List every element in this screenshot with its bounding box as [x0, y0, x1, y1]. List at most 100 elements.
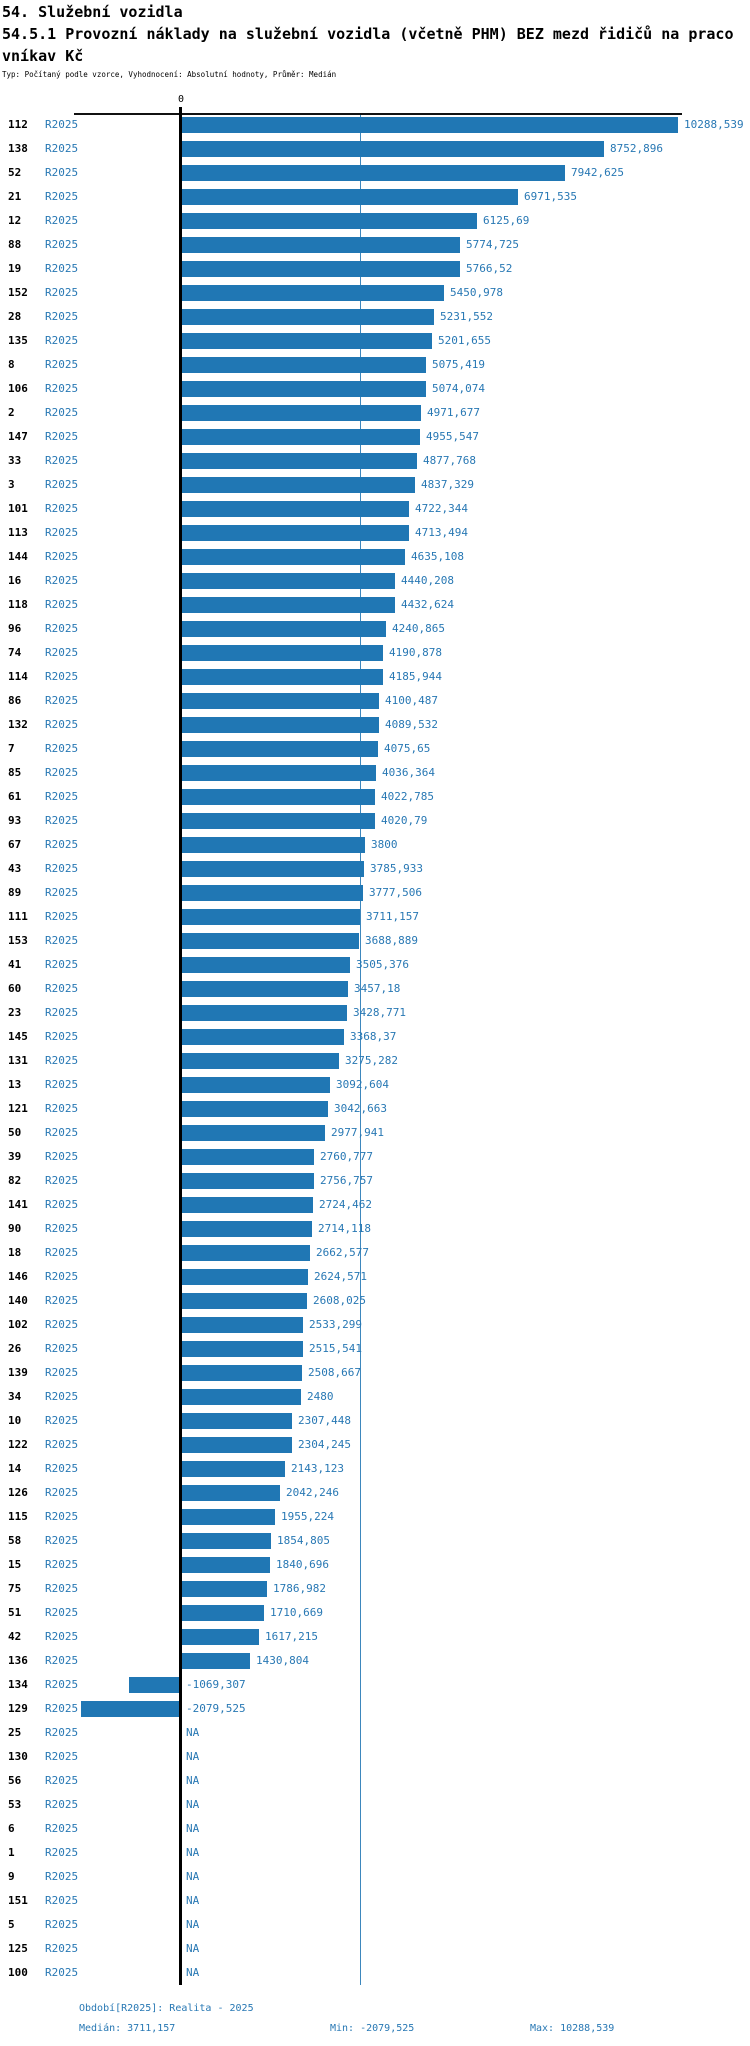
- chart-row: 139 R2025 2508,667: [0, 1361, 750, 1385]
- chart-row: 152 R2025 5450,978: [0, 281, 750, 305]
- chart-row: 16 R2025 4440,208: [0, 569, 750, 593]
- row-period-label: R2025: [45, 1869, 79, 1883]
- row-id-label: 41: [8, 957, 22, 971]
- row-period-label: R2025: [45, 1341, 79, 1355]
- value-bar: [181, 1052, 339, 1069]
- row-value-label: 3800: [371, 837, 398, 851]
- row-id-label: 126: [8, 1485, 28, 1499]
- row-value-label: 8752,896: [610, 141, 663, 155]
- row-period-label: R2025: [45, 237, 79, 251]
- row-period-label: R2025: [45, 285, 79, 299]
- row-period-label: R2025: [45, 141, 79, 155]
- chart-row: 131 R2025 3275,282: [0, 1049, 750, 1073]
- chart-row: 42 R2025 1617,215: [0, 1625, 750, 1649]
- row-id-label: 93: [8, 813, 22, 827]
- chart-row: 67 R2025 3800: [0, 833, 750, 857]
- row-id-label: 112: [8, 117, 28, 131]
- row-id-label: 86: [8, 693, 22, 707]
- chart-row: 18 R2025 2662,577: [0, 1241, 750, 1265]
- row-value-label: 2533,299: [309, 1317, 362, 1331]
- chart-row: 25 R2025 NA: [0, 1721, 750, 1745]
- row-value-label: 1430,804: [256, 1653, 309, 1667]
- chart-row: 138 R2025 8752,896: [0, 137, 750, 161]
- footer-min: Min: -2079,525: [330, 2023, 415, 2034]
- chart-row: 52 R2025 7942,625: [0, 161, 750, 185]
- chart-row: 9 R2025 NA: [0, 1865, 750, 1889]
- chart-row: 85 R2025 4036,364: [0, 761, 750, 785]
- value-bar: [181, 1628, 259, 1645]
- row-id-label: 122: [8, 1437, 28, 1451]
- row-id-label: 129: [8, 1701, 28, 1715]
- chart-row: 100 R2025 NA: [0, 1961, 750, 1985]
- row-value-label: 4185,944: [389, 669, 442, 683]
- row-period-label: R2025: [45, 1773, 79, 1787]
- row-period-label: R2025: [45, 645, 79, 659]
- chart-row: 50 R2025 2977,941: [0, 1121, 750, 1145]
- value-bar: [181, 692, 379, 709]
- chart-row: 102 R2025 2533,299: [0, 1313, 750, 1337]
- row-id-label: 8: [8, 357, 15, 371]
- chart-row: 113 R2025 4713,494: [0, 521, 750, 545]
- chart-row: 101 R2025 4722,344: [0, 497, 750, 521]
- value-bar: [181, 524, 409, 541]
- row-value-label: 2515,541: [309, 1341, 362, 1355]
- row-id-label: 18: [8, 1245, 22, 1259]
- chart-row: 146 R2025 2624,571: [0, 1265, 750, 1289]
- row-value-label: 2307,448: [298, 1413, 351, 1427]
- row-period-label: R2025: [45, 1317, 79, 1331]
- row-value-label: 4713,494: [415, 525, 468, 539]
- row-period-label: R2025: [45, 549, 79, 563]
- row-period-label: R2025: [45, 309, 79, 323]
- row-id-label: 114: [8, 669, 28, 683]
- row-period-label: R2025: [45, 525, 79, 539]
- value-bar: [181, 572, 395, 589]
- row-id-label: 152: [8, 285, 28, 299]
- chart-row: 8 R2025 5075,419: [0, 353, 750, 377]
- row-period-label: R2025: [45, 1725, 79, 1739]
- row-id-label: 28: [8, 309, 22, 323]
- value-bar: [181, 1460, 285, 1477]
- row-value-label: 2756,757: [320, 1173, 373, 1187]
- value-bar: [181, 1412, 292, 1429]
- value-bar: [181, 1604, 264, 1621]
- value-bar: [181, 1172, 314, 1189]
- chart-row: 3 R2025 4837,329: [0, 473, 750, 497]
- row-value-label: NA: [186, 1749, 200, 1763]
- value-bar: [181, 212, 477, 229]
- row-value-label: 2760,777: [320, 1149, 373, 1163]
- row-period-label: R2025: [45, 1605, 79, 1619]
- chart-row: 15 R2025 1840,696: [0, 1553, 750, 1577]
- row-period-label: R2025: [45, 189, 79, 203]
- chart-row: 43 R2025 3785,933: [0, 857, 750, 881]
- row-value-label: 3428,771: [353, 1005, 406, 1019]
- row-value-label: 5766,52: [466, 261, 513, 275]
- row-value-label: 4971,677: [427, 405, 480, 419]
- row-period-label: R2025: [45, 957, 79, 971]
- report-title-line3: vníkav Kč: [2, 47, 84, 65]
- row-value-label: 1955,224: [281, 1509, 334, 1523]
- footer-median: Medián: 3711,157: [79, 2023, 176, 2034]
- chart-row: 14 R2025 2143,123: [0, 1457, 750, 1481]
- row-id-label: 121: [8, 1101, 28, 1115]
- row-id-label: 90: [8, 1221, 22, 1235]
- row-value-label: NA: [186, 1869, 200, 1883]
- chart-row: 132 R2025 4089,532: [0, 713, 750, 737]
- row-id-label: 101: [8, 501, 28, 515]
- value-bar: [181, 164, 565, 181]
- row-value-label: 1710,669: [270, 1605, 323, 1619]
- row-period-label: R2025: [45, 933, 79, 947]
- row-value-label: NA: [186, 1821, 200, 1835]
- chart-row: 122 R2025 2304,245: [0, 1433, 750, 1457]
- value-bar: [181, 500, 409, 517]
- chart-row: 5 R2025 NA: [0, 1913, 750, 1937]
- row-value-label: 3368,37: [350, 1029, 397, 1043]
- chart-row: 89 R2025 3777,506: [0, 881, 750, 905]
- row-period-label: R2025: [45, 1533, 79, 1547]
- row-period-label: R2025: [45, 1509, 79, 1523]
- value-bar: [81, 1700, 181, 1717]
- row-id-label: 131: [8, 1053, 28, 1067]
- row-id-label: 60: [8, 981, 22, 995]
- row-value-label: 5450,978: [450, 285, 503, 299]
- chart-row: 39 R2025 2760,777: [0, 1145, 750, 1169]
